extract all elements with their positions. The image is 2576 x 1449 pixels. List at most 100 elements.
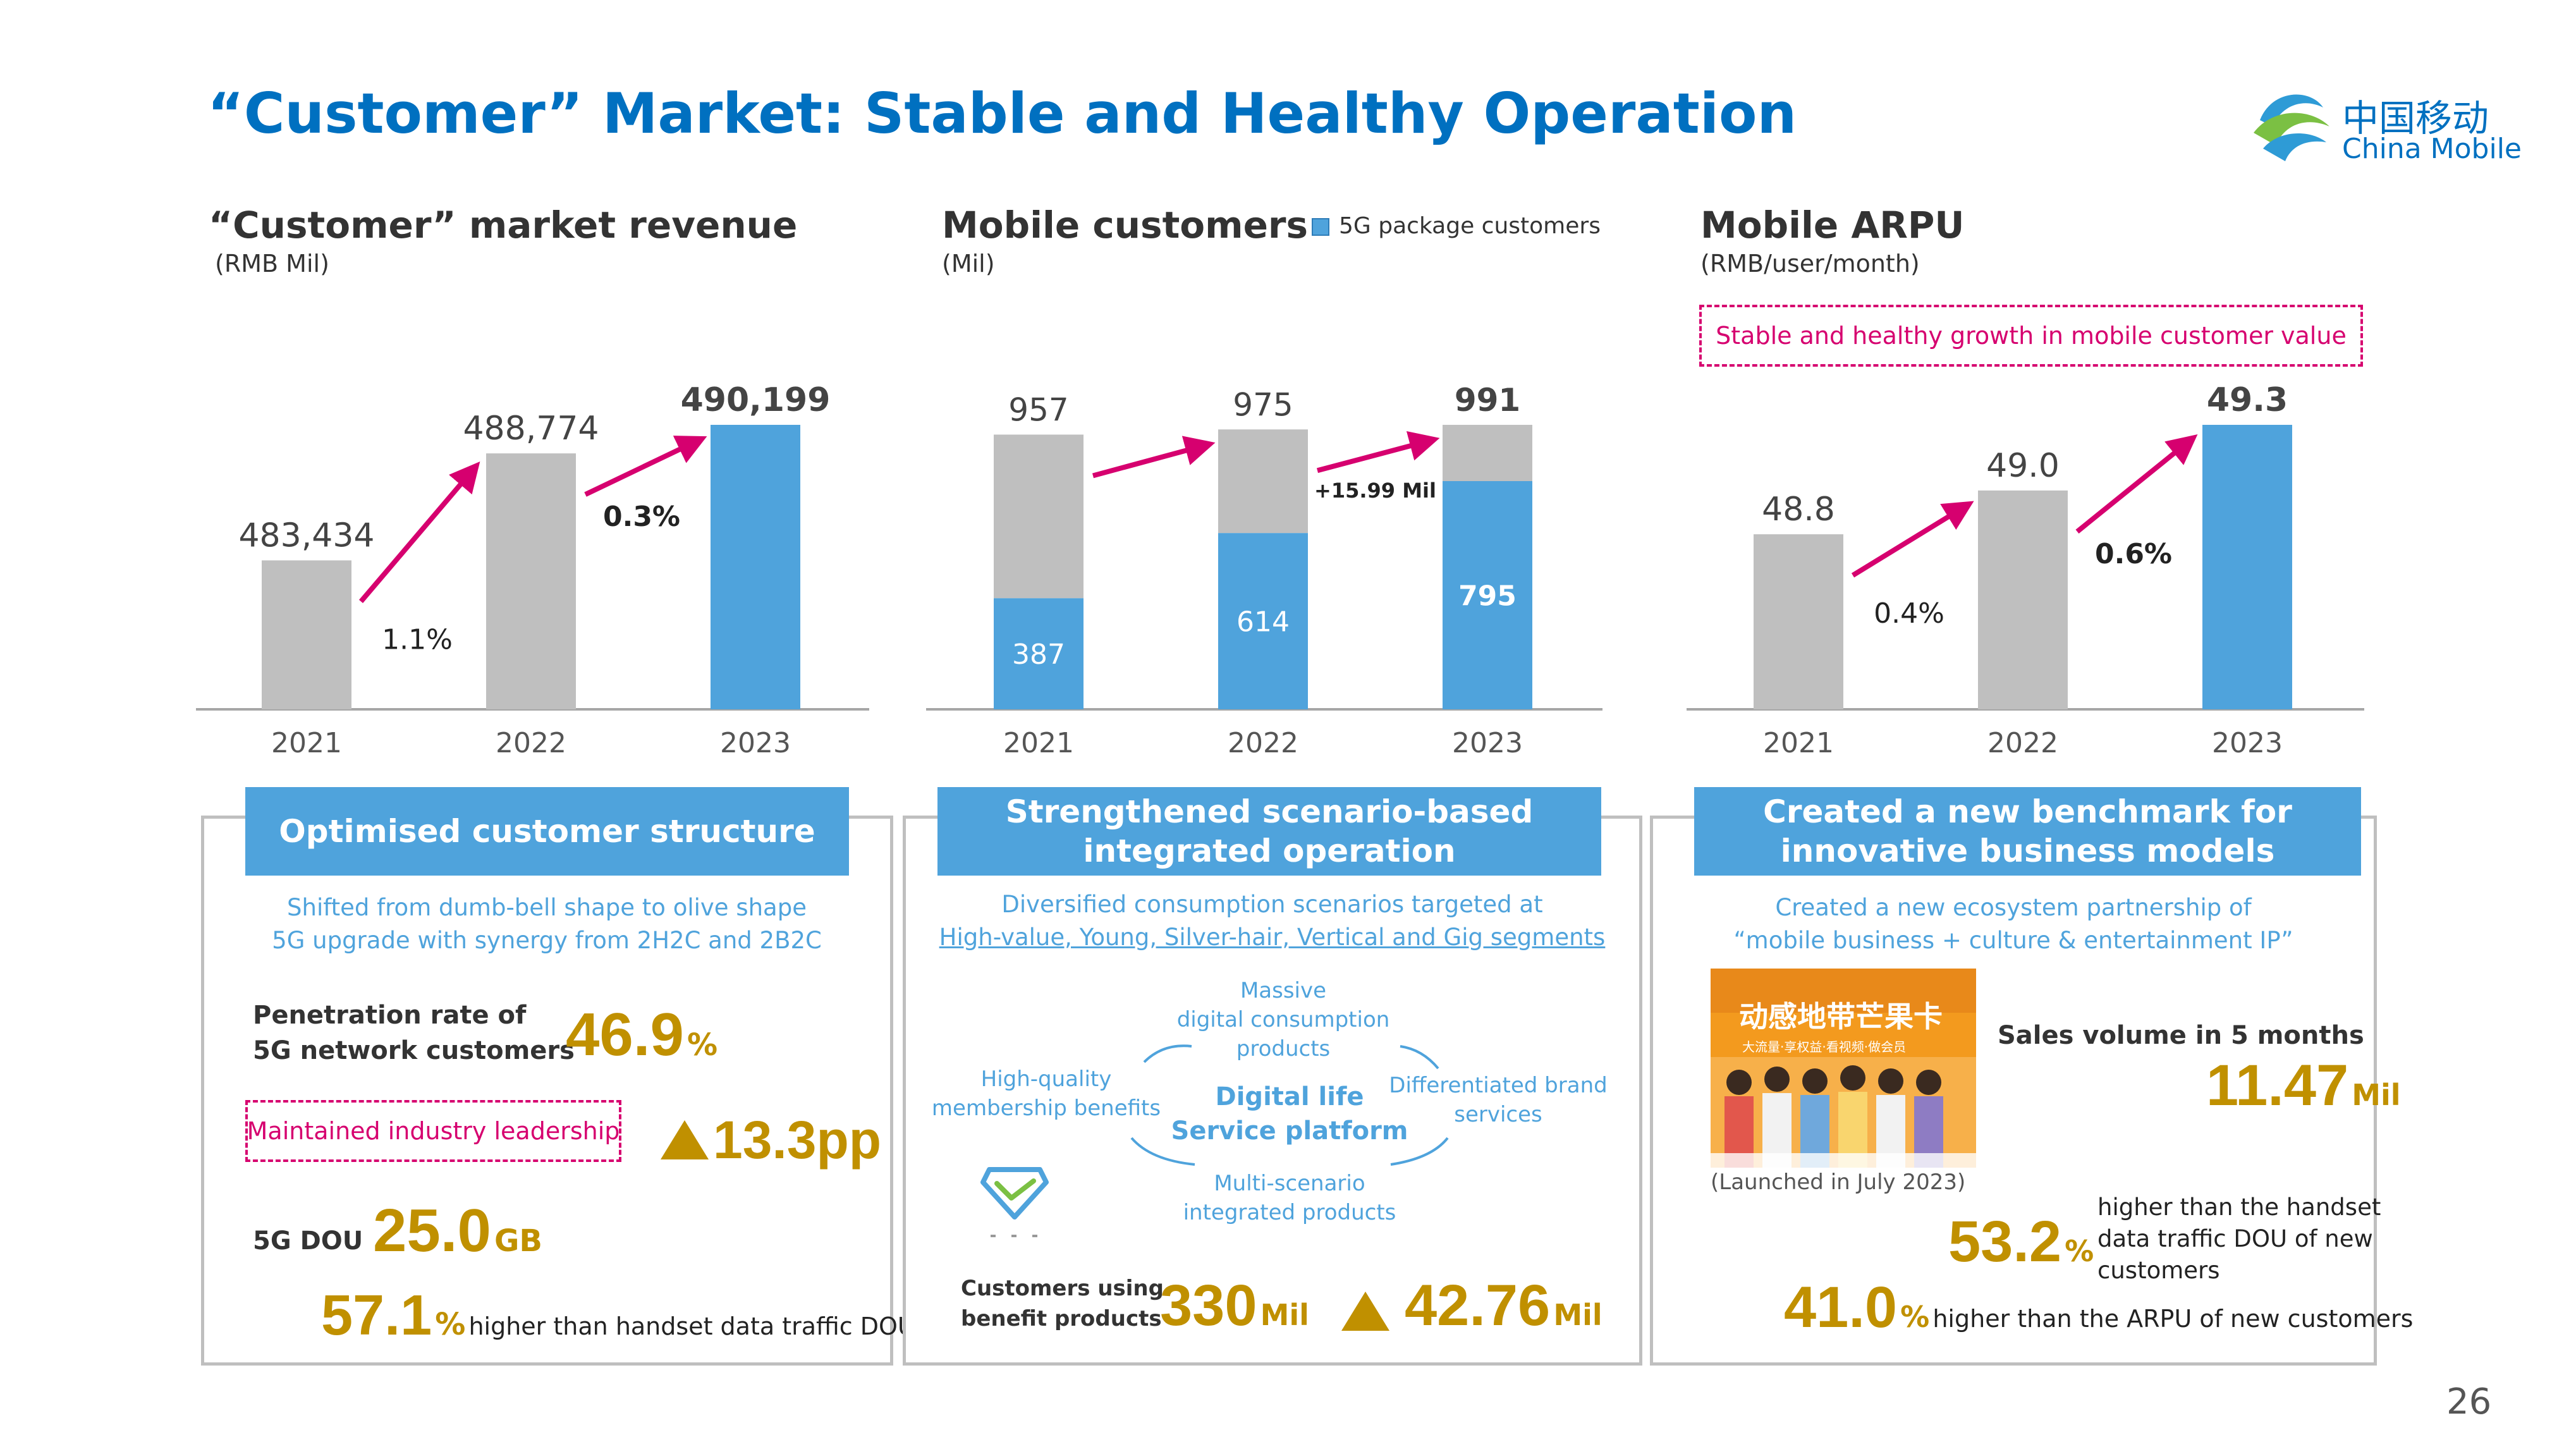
newcustomer-dou-text-line1: higher than the handset [2097,1194,2381,1221]
penetration-rate: 46.9 % [566,1000,717,1070]
ecosystem-ring [1130,1044,1449,1166]
newcustomer-dou-text-line2: data traffic DOU of new [2097,1225,2373,1252]
bar-label-2-2023: 49.3 [2207,381,2288,419]
customers-value: 330 [1160,1273,1257,1338]
panel1-description: Shifted from dumb-bell shape to olive sh… [209,891,885,957]
scenario-left: High-quality membership benefits [929,1065,1163,1123]
bar-label-total-2022: 975 [1233,386,1293,423]
x-tick-1-2023: 2023 [1452,727,1523,759]
mobile-chart-title: Mobile customers [942,204,1309,247]
panel-customer-structure [201,816,893,1366]
x-tick-0-2023: 2023 [720,727,791,759]
scenario-left-line2: membership benefits [931,1095,1161,1121]
arpu-chart-title: Mobile ARPU [1700,204,1965,247]
penetration-label-line1: Penetration rate of [253,1001,527,1030]
bar-label-5g-2021: 387 [1012,639,1065,671]
poster-top-bar [1711,969,1976,1013]
panel-scenario-operation [903,816,1642,1366]
sales-unit: Mil [2352,1078,2401,1112]
leadership-callout: Maintained industry leadership [245,1100,621,1162]
customers-label-line1: Customers using [961,1276,1164,1301]
stacked-bar-5g-2021 [994,598,1084,709]
revenue-chart-title: “Customer” market revenue [209,204,798,247]
mobile-increment-annotation: +15.99 Mil [1314,479,1436,503]
panel2-header-line1: Strengthened scenario-based [1005,793,1534,830]
bar-label-2-2022: 49.0 [1986,447,2060,485]
scenario-right-line1: Differentiated brand [1389,1073,1608,1098]
scenario-bottom-line2: integrated products [1183,1199,1396,1225]
growth-arrow-1-1 [1316,431,1440,474]
dou-higher-unit: % [435,1307,466,1342]
sales-value: 11.47 [2206,1053,2349,1118]
growth-arrow-0-0 [358,461,480,603]
penetration-label: Penetration rate of 5G network customers [253,998,575,1068]
x-tick-0-2021: 2021 [271,727,342,759]
panel2-segments-link[interactable]: High-value, Young, Silver-hair, Vertical… [939,923,1606,951]
increase-triangle-icon [661,1120,709,1159]
x-tick-2-2021: 2021 [1763,727,1834,759]
china-mobile-logo-icon [2254,94,2329,161]
panel1-header: Optimised customer structure [245,787,849,876]
customers-increase-triangle-icon [1341,1292,1389,1331]
panel2-header: Strengthened scenario-based integrated o… [937,787,1601,876]
revenue-chart-unit: (RMB Mil) [215,250,329,278]
newcustomer-dou-text: higher than the handset data traffic DOU… [2097,1192,2381,1287]
bar-label-0-2022: 488,774 [463,410,599,448]
newcustomer-dou-text-line3: customers [2097,1256,2220,1284]
x-tick-2-2023: 2023 [2212,727,2283,759]
customers-increase-value: 42.76 [1405,1273,1551,1338]
newcustomer-arpu-text: higher than the ARPU of new customers [1932,1305,2414,1333]
platform-line1: Digital life [1215,1082,1364,1111]
bar-label-5g-2023: 795 [1458,580,1517,613]
stacked-bar-other-2023 [1443,425,1532,482]
customers-value-group: 330 Mil [1160,1273,1309,1339]
scenario-bottom: Multi-scenario integrated products [1169,1170,1410,1228]
panel1-desc-line1: Shifted from dumb-bell shape to olive sh… [287,894,807,921]
bar-label-2-2021: 48.8 [1762,491,1835,529]
arpu-chart-unit: (RMB/user/month) [1700,250,1920,278]
growth-label-0-0: 1.1% [382,623,453,656]
panel3-desc-line1: Created a new ecosystem partnership of [1775,894,2252,921]
legend-label-5g: 5G package customers [1339,213,1601,239]
newcustomer-dou-group: 53.2 % [1948,1209,2094,1275]
x-tick-0-2022: 2022 [496,727,566,759]
panel3-description: Created a new ecosystem partnership of “… [1656,891,2371,957]
dou-unit: GB [494,1223,542,1259]
logo-english-text: China Mobile [2342,133,2522,165]
bar-2-2022 [1978,490,2068,709]
bar-0-2021 [262,560,351,709]
logo-chinese-text: 中国移动 [2342,97,2489,140]
charts-canvas: 483,434 2021 488,774 2022 490,199 2023 1.1% 0.3… [196,381,2364,759]
bar-label-0-2023: 490,199 [681,381,831,419]
bar-0-2023 [711,425,800,709]
customers-label-line2: benefit products [961,1305,1162,1331]
diamond-check-icon [980,1167,1049,1237]
bar-2-2023 [2202,425,2292,709]
growth-label-0-1: 0.3% [603,501,680,533]
newcustomer-dou-unit: % [2065,1234,2094,1268]
sales-value-group: 11.47 Mil [2206,1053,2401,1119]
dou-value: 25.0 [373,1197,491,1264]
sales-label: Sales volume in 5 months [1998,1021,2364,1050]
poster-group-photo [1711,1057,1976,1168]
panel2-header-line2: integrated operation [1083,833,1456,869]
dou-higher-value: 57.1 [321,1284,432,1347]
dou-higher-text: higher than handset data traffic DOU [468,1312,915,1340]
stacked-bar-5g-2022 [1218,533,1308,709]
dou-value-group: 25.0 GB [373,1196,542,1266]
bar-2-2021 [1754,534,1843,709]
page-title: “Customer” Market: Stable and Healthy Op… [207,81,1797,146]
penetration-increase: 13.3pp [713,1110,882,1170]
scenario-right: Differentiated brand services [1378,1072,1618,1130]
growth-arrow-2-0 [1851,501,1974,578]
panel2-description: Diversified consumption scenarios target… [910,888,1634,954]
scenario-top-line1: Massive [1240,978,1327,1003]
digital-life-platform: Digital life Service platform [1169,1080,1410,1148]
page-number: 26 [2446,1381,2492,1422]
panel3-desc-line2: “mobile business + culture & entertainme… [1733,926,2293,954]
newcustomer-arpu-group: 41.0 % higher than the ARPU of new custo… [1784,1275,2413,1341]
penetration-unit: % [687,1027,718,1063]
panel1-desc-line2: 5G upgrade with synergy from 2H2C and 2B… [272,926,822,954]
customers-unit: Mil [1260,1298,1309,1332]
growth-arrow-0-1 [584,436,707,497]
